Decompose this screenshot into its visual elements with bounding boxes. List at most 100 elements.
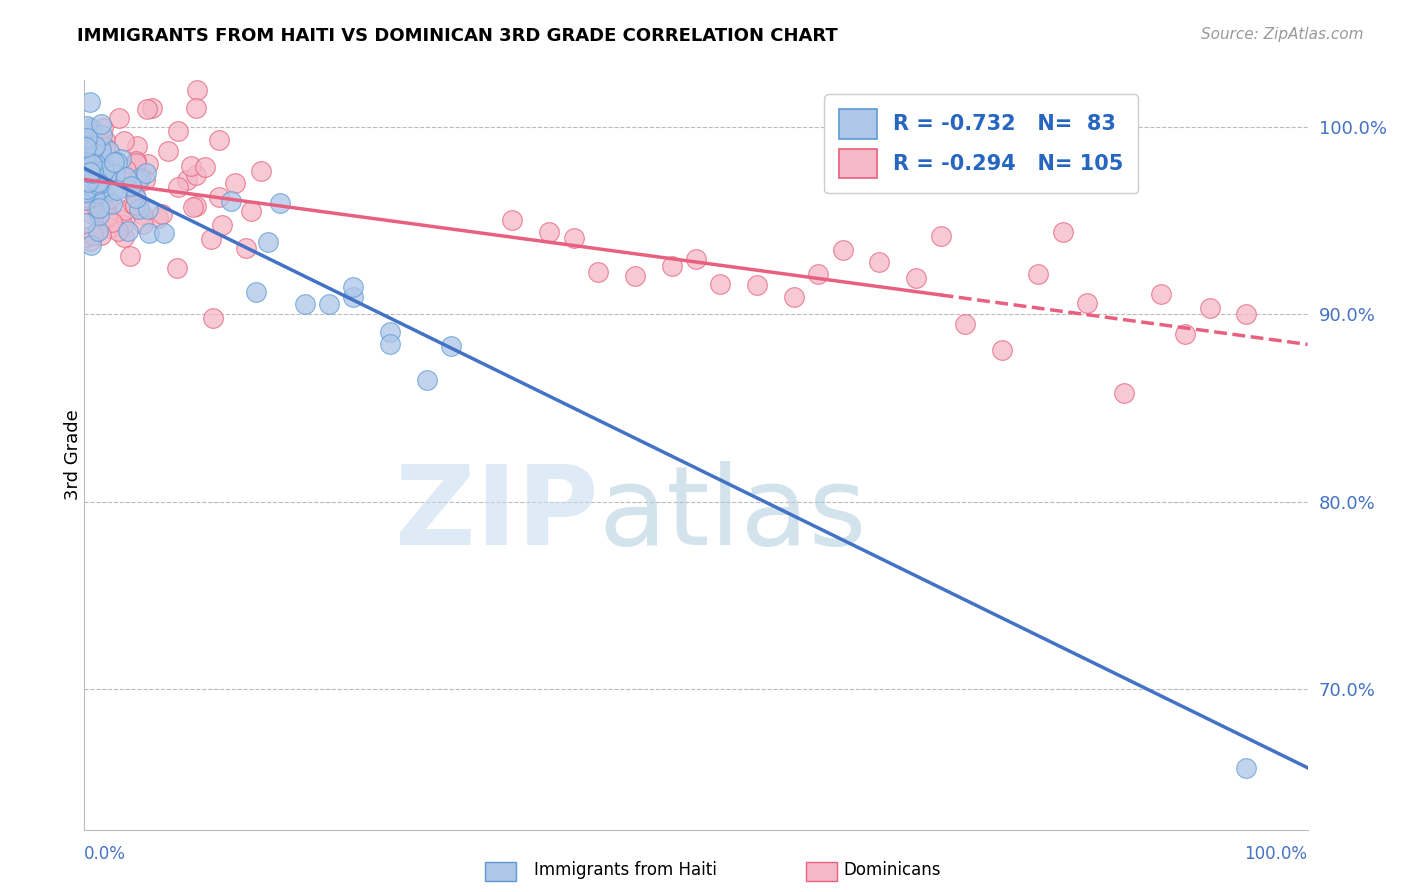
Point — [905, 271, 928, 285]
Point — [245, 285, 267, 299]
Point — [502, 213, 524, 227]
Point — [194, 160, 217, 174]
Point — [90, 170, 112, 185]
Point — [105, 154, 128, 169]
Point — [84, 139, 107, 153]
Point — [90, 144, 112, 158]
Point — [150, 207, 173, 221]
Point — [624, 269, 647, 284]
Point — [1028, 268, 1050, 282]
Point — [73, 147, 96, 161]
Point — [77, 135, 100, 149]
Point — [90, 183, 112, 197]
Point — [83, 127, 105, 141]
Point — [128, 202, 150, 216]
Point — [75, 216, 97, 230]
Point — [110, 212, 132, 227]
Point — [94, 169, 117, 183]
Point — [124, 188, 146, 202]
Point — [77, 175, 100, 189]
Legend: R = -0.732   N=  83, R = -0.294   N= 105: R = -0.732 N= 83, R = -0.294 N= 105 — [824, 95, 1137, 193]
Point — [831, 243, 853, 257]
Point — [586, 265, 609, 279]
Point — [1236, 307, 1258, 321]
Point — [80, 154, 103, 169]
Point — [250, 164, 273, 178]
Point — [125, 191, 148, 205]
Point — [80, 164, 103, 178]
Point — [114, 202, 136, 217]
Point — [77, 161, 100, 175]
Point — [103, 154, 125, 169]
Point — [125, 172, 148, 186]
Point — [380, 337, 402, 351]
Point — [1076, 296, 1098, 310]
Point — [75, 155, 97, 169]
Point — [77, 153, 100, 168]
Point — [186, 82, 208, 96]
Point — [91, 121, 114, 136]
Point — [138, 227, 160, 241]
Point — [342, 280, 364, 294]
Point — [318, 297, 340, 311]
Point — [75, 153, 97, 167]
Point — [991, 343, 1014, 357]
Point — [869, 255, 891, 269]
Point — [134, 172, 156, 186]
Point — [80, 238, 103, 252]
Point — [125, 154, 148, 169]
Point — [77, 165, 100, 179]
Point — [87, 174, 110, 188]
Point — [416, 373, 439, 387]
Point — [112, 229, 135, 244]
Point — [131, 207, 153, 221]
Point — [76, 171, 98, 186]
Point — [709, 277, 731, 291]
Point — [93, 163, 115, 178]
Point — [107, 111, 129, 125]
Point — [82, 185, 104, 199]
Point — [124, 155, 146, 169]
Point — [219, 194, 242, 208]
Point — [97, 192, 120, 206]
Point — [122, 197, 145, 211]
Point — [127, 139, 149, 153]
Text: IMMIGRANTS FROM HAITI VS DOMINICAN 3RD GRADE CORRELATION CHART: IMMIGRANTS FROM HAITI VS DOMINICAN 3RD G… — [77, 27, 838, 45]
Point — [100, 214, 122, 228]
Point — [96, 178, 118, 192]
Point — [112, 134, 135, 148]
Point — [77, 191, 100, 205]
Point — [1052, 225, 1074, 239]
Point — [153, 226, 176, 240]
Point — [75, 148, 97, 162]
Point — [117, 224, 139, 238]
Point — [269, 195, 291, 210]
Point — [80, 166, 103, 180]
Point — [87, 208, 110, 222]
Point — [75, 152, 97, 166]
Point — [200, 232, 222, 246]
Point — [1150, 287, 1173, 301]
Point — [77, 125, 100, 139]
Point — [87, 155, 110, 169]
Point — [929, 228, 952, 243]
Point — [89, 136, 111, 150]
Point — [105, 183, 128, 197]
Point — [120, 179, 142, 194]
Point — [86, 224, 108, 238]
Point — [661, 260, 683, 274]
Point — [76, 186, 98, 201]
Text: Source: ZipAtlas.com: Source: ZipAtlas.com — [1201, 27, 1364, 42]
Point — [97, 144, 120, 158]
Point — [90, 128, 112, 143]
Point — [208, 190, 231, 204]
Point — [84, 164, 107, 178]
Point — [73, 132, 96, 146]
Point — [122, 158, 145, 172]
Point — [82, 171, 104, 186]
Point — [75, 140, 97, 154]
Point — [141, 101, 163, 115]
Point — [562, 231, 585, 245]
Point — [82, 142, 104, 156]
Text: atlas: atlas — [598, 461, 866, 568]
